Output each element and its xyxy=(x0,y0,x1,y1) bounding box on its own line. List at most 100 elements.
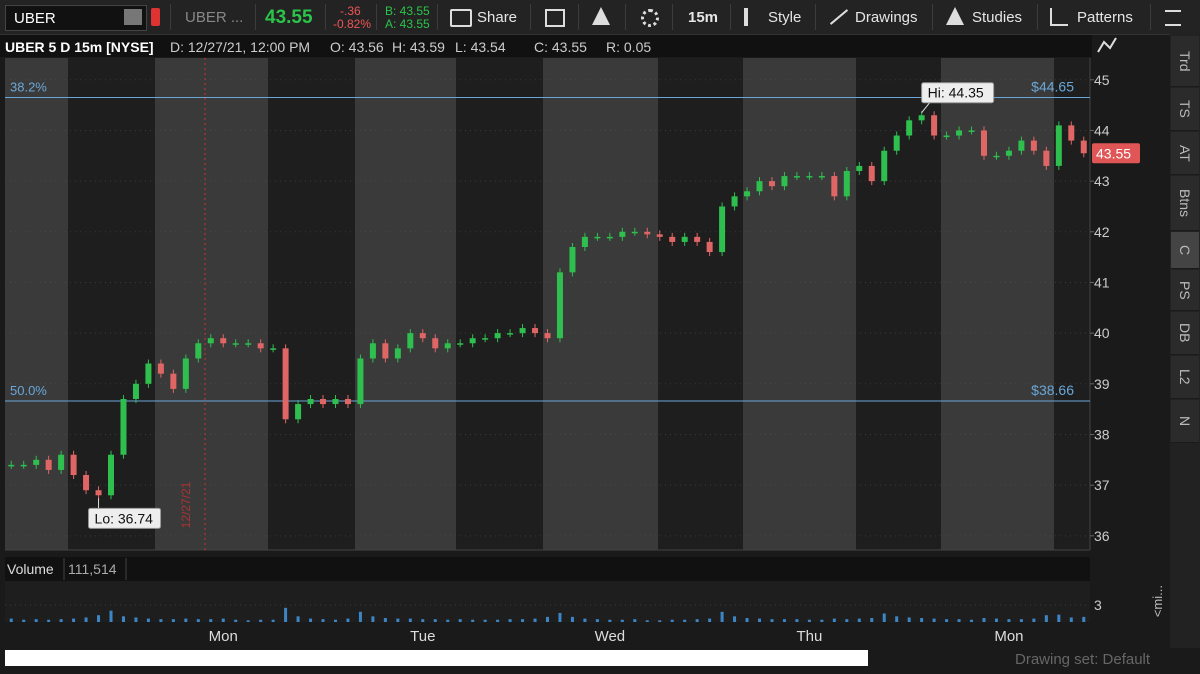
separator xyxy=(1150,4,1151,30)
volume-bar xyxy=(1057,614,1061,622)
volume-bar xyxy=(184,618,188,622)
volume-bar xyxy=(421,619,425,622)
share-button[interactable]: Share xyxy=(477,9,518,26)
candle-body xyxy=(245,343,252,345)
y-tick-label: 37 xyxy=(1094,477,1110,493)
y-tick-label: 3 xyxy=(1094,597,1102,613)
sidebar-tab[interactable]: TS xyxy=(1171,88,1199,131)
sidebar-tab[interactable]: Btns xyxy=(1171,176,1199,231)
candle-body xyxy=(307,399,314,405)
chart-title: UBER 5 D 15m [NYSE] xyxy=(5,39,154,55)
sidebar-tab[interactable]: AT xyxy=(1171,132,1199,175)
volume-bar xyxy=(408,618,412,622)
candle-body xyxy=(744,191,751,197)
sidebar-tab[interactable]: DB xyxy=(1171,312,1199,355)
annotation-box xyxy=(88,507,162,529)
volume-bar xyxy=(658,620,662,622)
candle-body xyxy=(58,454,65,470)
candle-body xyxy=(868,165,875,182)
date-marker-label: 12/27/21 xyxy=(179,481,193,528)
session-band xyxy=(941,58,1054,550)
candle-body xyxy=(120,399,127,455)
timeframe-button[interactable]: 15m xyxy=(688,9,719,26)
candle-body xyxy=(569,246,576,273)
symbol-box[interactable]: UBER xyxy=(5,5,147,31)
candle-body xyxy=(95,490,102,496)
info-bar: UBER 5 D 15m [NYSE] D: 12/27/21, 12:00 P… xyxy=(0,35,1092,57)
info-field: R: 0.05 xyxy=(606,39,652,55)
volume-bar xyxy=(533,618,537,622)
volume-bar xyxy=(795,619,799,622)
volume-bar xyxy=(758,618,762,622)
volume-value: 111,514 xyxy=(68,561,117,577)
patterns-icon[interactable] xyxy=(1050,8,1068,26)
candle-body xyxy=(1068,125,1075,141)
separator xyxy=(730,4,731,30)
autoscale-icon[interactable] xyxy=(1097,37,1117,53)
candle-body xyxy=(893,135,900,151)
style-button[interactable]: Style xyxy=(768,9,802,26)
volume-bar xyxy=(483,619,487,622)
dropdown[interactable] xyxy=(124,9,142,25)
sidebar-tab[interactable]: L2 xyxy=(1171,356,1199,399)
volume-bar xyxy=(521,619,525,622)
candle-body xyxy=(831,176,838,197)
menu-icon[interactable] xyxy=(1165,10,1181,26)
volume-bar xyxy=(770,619,774,622)
settings-icon[interactable] xyxy=(641,9,659,27)
volume-bar xyxy=(1069,617,1073,622)
candle-body xyxy=(1080,140,1087,154)
sidebar-tab[interactable]: C xyxy=(1171,232,1199,269)
candle-body xyxy=(8,464,15,467)
y-tick-label: 41 xyxy=(1094,274,1110,290)
fib-value: $44.65 xyxy=(1031,79,1074,95)
volume-bar xyxy=(832,618,836,622)
sidebar-tab[interactable]: Trd xyxy=(1171,36,1199,87)
studies-button[interactable]: Studies xyxy=(972,9,1023,26)
link-icon[interactable] xyxy=(151,8,160,26)
volume-header xyxy=(5,557,1090,581)
volume-bar xyxy=(782,619,786,622)
volume-bar xyxy=(47,619,51,622)
candle-body xyxy=(20,464,27,467)
sidebar-tab[interactable]: PS xyxy=(1171,270,1199,311)
calendar-icon[interactable] xyxy=(545,9,565,27)
candle-body xyxy=(494,333,501,339)
session-band xyxy=(456,58,543,550)
candle-body xyxy=(444,343,451,349)
candle-body xyxy=(631,231,638,234)
candle-body xyxy=(931,115,938,136)
volume-bar xyxy=(234,619,238,622)
candle-body xyxy=(532,328,539,334)
studies-icon[interactable] xyxy=(946,7,964,25)
volume-bar xyxy=(284,607,288,622)
sidebar-tab[interactable]: N xyxy=(1171,400,1199,443)
scrollbar[interactable] xyxy=(5,650,868,666)
drawing-set[interactable]: Drawing set: Default xyxy=(1015,651,1151,668)
share-icon[interactable] xyxy=(450,9,472,27)
patterns-button[interactable]: Patterns xyxy=(1077,9,1133,26)
candle-body xyxy=(1030,140,1037,151)
y-tick-label: 42 xyxy=(1094,224,1110,240)
candle-body xyxy=(170,373,177,389)
drawings-button[interactable]: Drawings xyxy=(855,9,918,26)
last-price-tag xyxy=(1092,143,1140,164)
separator xyxy=(437,4,438,30)
volume-bar xyxy=(645,620,649,622)
candle-body xyxy=(332,399,339,405)
mini-label[interactable]: <mi... xyxy=(1150,585,1165,618)
volume-bar xyxy=(920,618,924,622)
volume-bar xyxy=(446,619,450,622)
separator xyxy=(815,4,816,30)
volume-bar xyxy=(994,618,998,622)
session-band xyxy=(856,58,941,550)
net-change: -.36 xyxy=(340,4,361,18)
candle-body xyxy=(1055,125,1062,166)
volume-bar xyxy=(97,615,101,622)
candle-body xyxy=(768,181,775,187)
style-icon[interactable] xyxy=(744,8,748,26)
volume-title: Volume xyxy=(7,561,54,577)
volume-bar xyxy=(471,619,475,622)
flask-icon[interactable] xyxy=(592,7,610,25)
